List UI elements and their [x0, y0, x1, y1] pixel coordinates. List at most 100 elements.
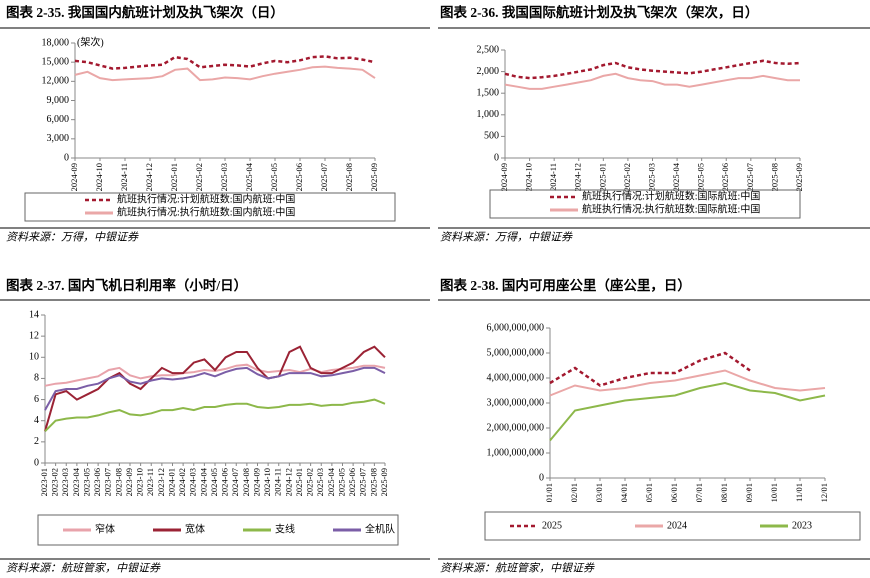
source: 资料来源：万得，中银证券 — [6, 231, 139, 244]
x-tick-label: 2024-03 — [188, 468, 198, 496]
legend-box — [24, 192, 396, 222]
legend-label: 全机队 — [365, 522, 395, 535]
legend-label: 2025 — [542, 520, 562, 531]
x-tick-label: 2023-04 — [71, 467, 81, 496]
x-tick-label: 2023-07 — [103, 468, 113, 496]
chart-title: 图表 2-35. 我国国内航班计划及执飞架次（日） — [6, 4, 284, 20]
x-tick-label: 2025-02 — [622, 163, 632, 191]
x-tick-label: 2025-06 — [720, 163, 730, 191]
series-line — [549, 351, 751, 387]
x-tick-label: 2025-09 — [794, 163, 804, 191]
y-tick-label: 5,000,000,000 — [487, 347, 545, 358]
source: 资料来源：航班管家，中银证券 — [440, 562, 595, 575]
y-tick-label: 2,000,000,000 — [487, 422, 545, 433]
chart-title: 图表 2-37. 国内飞机日利用率（小时/日） — [6, 277, 247, 293]
x-tick-label: 2025-08 — [368, 468, 378, 496]
y-tick-label: 2,000 — [477, 66, 500, 77]
x-tick-label: 2025-09 — [379, 468, 389, 496]
legend-box — [37, 514, 399, 546]
y-tick-label: 15,000 — [42, 56, 70, 67]
x-tick-label: 2023-11 — [145, 468, 155, 496]
x-tick-label: 2025-05 — [696, 163, 706, 191]
y-tick-label: 3,000,000,000 — [487, 397, 545, 408]
series-line — [44, 398, 386, 433]
y-tick-label: 4,000,000,000 — [487, 372, 545, 383]
x-tick-label: 2023-05 — [81, 468, 91, 496]
x-tick-label: 2025-01 — [597, 163, 607, 191]
y-tick-label: 0 — [34, 457, 39, 468]
x-tick-label: 09/01 — [744, 483, 754, 502]
y-tick-label: 2,500 — [477, 44, 500, 55]
dividers — [0, 27, 870, 560]
y-tick-label: 0 — [64, 152, 69, 163]
y-tick-label: 500 — [484, 131, 499, 142]
legend-label: 航班执行情况:计划航班数:国际航班:中国 — [582, 189, 760, 202]
x-tick-label: 2024-04 — [198, 467, 208, 496]
series-line — [549, 369, 826, 397]
x-tick-label: 10/01 — [769, 483, 779, 502]
x-tick-label: 2024-07 — [230, 468, 240, 496]
series-line — [44, 366, 386, 411]
y-tick-label: 8 — [34, 373, 39, 384]
source: 资料来源：航班管家，中银证券 — [6, 562, 161, 575]
legend-label: 2024 — [667, 520, 687, 531]
x-tick-label: 2023-08 — [113, 468, 123, 496]
x-tick-label: 2025-09 — [369, 163, 379, 191]
x-tick-label: 04/01 — [619, 483, 629, 502]
y-tick-label: 6 — [34, 394, 39, 405]
x-tick-label: 2024-09 — [251, 468, 261, 496]
chart-title: 图表 2-38. 国内可用座公里（座公里，日） — [440, 277, 691, 293]
y-tick-label: 18,000 — [42, 37, 70, 48]
x-tick-label: 2025-07 — [745, 163, 755, 191]
y-tick-label: 6,000 — [47, 114, 70, 125]
y-tick-label: 2 — [34, 436, 39, 447]
x-tick-label: 2025-03 — [646, 163, 656, 191]
x-tick-label: 2025-06 — [294, 163, 304, 191]
y-tick-label: 0 — [539, 472, 544, 483]
legend-label: 2023 — [792, 520, 812, 531]
y-tick-label: 0 — [494, 152, 499, 163]
x-tick-label: 2023-03 — [60, 468, 70, 496]
x-tick-label: 2025-04 — [671, 162, 681, 191]
x-tick-label: 2025-05 — [336, 468, 346, 496]
x-tick-label: 2025-07 — [319, 163, 329, 191]
x-tick-label: 08/01 — [719, 483, 729, 502]
x-tick-label: 2024-10 — [262, 468, 272, 496]
x-tick-label: 2025-08 — [769, 163, 779, 191]
series-line — [504, 59, 801, 80]
x-tick-label: 2024-08 — [241, 468, 251, 496]
x-tick-label: 2023-06 — [92, 468, 102, 496]
x-tick-label: 02/01 — [569, 483, 579, 502]
x-tick-label: 2025-05 — [269, 163, 279, 191]
y-tick-label: 1,500 — [477, 87, 500, 98]
y-tick-label: 9,000 — [47, 95, 70, 106]
y-tick-label: 14 — [29, 309, 39, 320]
x-tick-label: 2023-01 — [39, 468, 49, 496]
x-tick-label: 2024-01 — [166, 468, 176, 496]
legend-label: 支线 — [275, 522, 295, 535]
x-tick-label: 2025-01 — [169, 163, 179, 191]
legend-label: 航班执行情况:执行航班数:国际航班:中国 — [582, 202, 760, 215]
x-tick-label: 2024-09 — [499, 163, 509, 191]
x-tick-label: 2024-12 — [573, 163, 583, 191]
x-tick-label: 2024-05 — [209, 468, 219, 496]
x-tick-label: 2023-02 — [50, 468, 60, 496]
x-tick-label: 2025-03 — [219, 163, 229, 191]
y-tick-label: 3,000 — [47, 133, 70, 144]
x-tick-label: 2024-12 — [283, 468, 293, 496]
x-tick-label: 2025-02 — [194, 163, 204, 191]
x-tick-label: 11/01 — [794, 483, 804, 502]
x-tick-label: 2025-08 — [344, 163, 354, 191]
legend-label: 航班执行情况:计划航班数:国内航班:中国 — [117, 192, 295, 205]
series-line — [44, 345, 386, 432]
x-tick-label: 2024-11 — [119, 163, 129, 191]
x-tick-label: 12/01 — [819, 483, 829, 502]
x-tick-label: 2025-06 — [347, 468, 357, 496]
legend-label: 窄体 — [95, 522, 115, 535]
x-tick-label: 2024-02 — [177, 468, 187, 496]
x-tick-label: 2024-12 — [144, 163, 154, 191]
series-line — [74, 55, 376, 70]
legend-label: 宽体 — [185, 522, 205, 535]
y-tick-label: 4 — [34, 415, 39, 426]
